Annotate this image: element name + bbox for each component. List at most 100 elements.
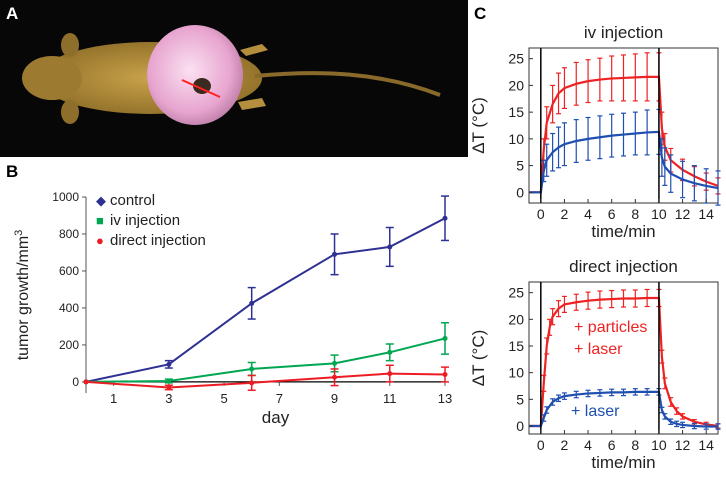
y-tick-label: 10 [508,131,524,147]
series-line-direct [85,372,446,389]
y-tick-label: 800 [59,227,79,241]
data-point [332,360,338,366]
y-tick-label: 15 [508,104,524,120]
mouse-tail [254,71,441,97]
data-point [166,378,172,384]
y-tick-label: 600 [59,264,79,278]
x-axis-label: day [262,408,290,427]
x-tick-label: 7 [276,391,283,406]
data-point [249,300,255,306]
x-tick-label: 3 [165,391,172,406]
x-axis-label: time/min [591,453,655,472]
annotation-blue: + laser [571,403,620,420]
data-point [442,335,448,341]
x-tick-label: 11 [383,391,397,406]
y-tick-label: 25 [508,51,524,67]
y-tick-label: 10 [508,365,524,381]
series-line-blue [529,130,719,194]
plot-frame [528,47,719,204]
data-point [442,372,448,378]
chart-title: direct injection [569,257,678,276]
y-tick-label: 0 [72,375,79,389]
data-point [332,251,338,257]
x-tick-label: 14 [698,437,714,453]
y-axis-label: ΔT (°C) [469,330,488,387]
series-line-red [529,296,719,428]
mouse-photo: A [0,0,468,157]
y-tick-label: 5 [516,158,524,174]
data-point [166,361,172,367]
x-tick-label: 6 [608,437,616,453]
x-tick-label: 8 [631,437,639,453]
legend-label-direct: direct injection [110,232,206,249]
x-tick-label: 6 [608,206,616,222]
data-point [387,371,393,377]
panel-c-label: C [474,4,487,23]
x-tick-label: 14 [698,206,714,222]
x-tick-label: 2 [561,437,569,453]
mouse-illustration [22,25,441,125]
x-tick-label: 12 [675,206,691,222]
data-point [166,384,172,390]
y-tick-label: 15 [508,338,524,354]
tumor-region [147,25,243,125]
laser-marker [181,79,221,98]
y-axis-label-main: tumor growth/mm [15,236,32,360]
x-tick-label: 5 [220,391,227,406]
x-tick-label: 4 [584,206,592,222]
data-point [249,366,255,372]
chart-title: iv injection [584,23,663,42]
mouse-head [22,56,82,100]
annotation-red: + particles [574,319,647,336]
x-tick-label: 4 [584,437,592,453]
data-point [442,215,448,221]
panel-b-label: B [6,162,19,181]
x-tick-label: 2 [561,206,569,222]
annotation-red: + laser [574,341,623,358]
x-tick-label: 12 [675,437,691,453]
y-axis-label-sup: 3 [13,230,25,236]
data-point [332,374,338,380]
legend-marker-iv: ■ [96,213,104,228]
y-tick-label: 1000 [52,190,79,204]
mouse-paw [240,44,268,56]
data-point [83,379,89,385]
mouse-ear [61,100,79,124]
series-line-blue [529,390,718,428]
x-tick-label: 9 [331,391,338,406]
x-tick-label: 13 [438,391,452,406]
x-tick-label: 1 [110,391,117,406]
data-point [387,244,393,250]
x-tick-label: 0 [537,206,545,222]
x-axis-label: time/min [591,222,655,241]
legend-marker-direct: ● [96,233,104,248]
y-tick-label: 5 [516,391,524,407]
y-axis-label: tumor growth/mm3 [13,230,32,361]
y-tick-label: 0 [516,184,524,200]
data-point [249,380,255,386]
series-line-iv [85,337,446,383]
x-tick-label: 10 [651,206,667,222]
x-tick-label: 0 [537,437,545,453]
y-tick-label: 400 [59,301,79,315]
x-tick-label: 8 [631,206,639,222]
data-point [387,349,393,355]
legend-marker-control: ◆ [96,193,106,208]
mouse-paw [238,98,266,110]
y-tick-label: 25 [508,285,524,301]
y-axis-label: ΔT (°C) [469,97,488,154]
series-line-red [529,75,719,194]
plot-frame [528,281,719,435]
legend-label-control: control [110,192,155,209]
y-tick-label: 0 [516,418,524,434]
legend-label-iv: iv injection [110,212,180,229]
panel-a-label: A [6,4,19,23]
series-line-control [85,217,446,383]
mouse-ear [61,33,79,57]
y-tick-label: 20 [508,77,524,93]
y-tick-label: 200 [59,338,79,352]
y-tick-label: 20 [508,311,524,327]
